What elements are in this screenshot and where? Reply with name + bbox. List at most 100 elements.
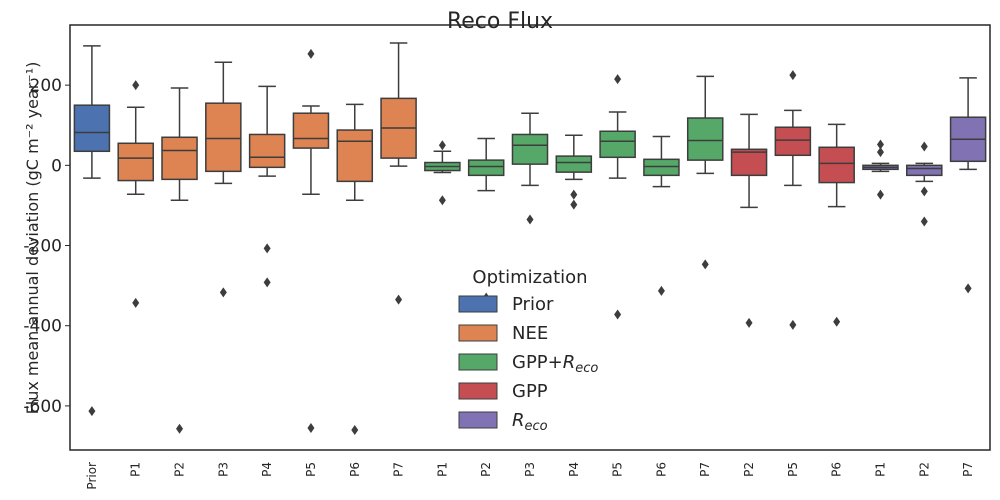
outlier-point xyxy=(964,283,972,294)
outlier-point xyxy=(920,141,928,152)
x-tick-label: P3 xyxy=(523,462,537,477)
box-p2 xyxy=(161,87,198,434)
legend-label: Reco xyxy=(512,410,548,434)
chart-title: Reco Flux xyxy=(447,9,553,34)
y-tick-label: 200 xyxy=(30,76,62,96)
box-iqr xyxy=(292,112,330,149)
box-iqr xyxy=(467,159,505,177)
box-p2 xyxy=(730,113,768,328)
legend-swatch xyxy=(458,324,498,342)
outlier-point xyxy=(920,216,928,227)
outlier-point xyxy=(132,80,140,91)
outlier-point xyxy=(438,195,446,206)
legend-label: GPP+Reco xyxy=(512,352,598,376)
outlier-point xyxy=(438,140,446,151)
box-iqr xyxy=(818,146,855,184)
box-p6 xyxy=(336,103,374,435)
outlier-point xyxy=(351,424,359,435)
x-tick-label: P4 xyxy=(567,462,581,477)
legend-label: Prior xyxy=(512,294,554,315)
y-axis-label: Flux mean annual deviation (gC m⁻² year⁻… xyxy=(23,62,42,415)
plot-frame xyxy=(69,24,991,451)
x-tick-label: P7 xyxy=(392,462,406,477)
box-p6 xyxy=(643,135,680,296)
outlier-point xyxy=(570,189,578,200)
outlier-point xyxy=(614,309,622,320)
x-tick-label: P3 xyxy=(216,462,230,477)
outlier-point xyxy=(657,285,665,296)
box-p1 xyxy=(424,140,461,206)
box-iqr xyxy=(555,155,593,173)
x-tick-label: Prior xyxy=(85,462,99,490)
outlier-point xyxy=(876,189,884,200)
legend-label: NEE xyxy=(512,323,548,344)
outlier-point xyxy=(876,139,884,150)
box-iqr xyxy=(906,164,943,177)
box-iqr xyxy=(599,130,636,159)
outlier-point xyxy=(88,406,96,417)
legend-swatch xyxy=(458,353,498,371)
legend-swatch xyxy=(458,382,498,400)
box-iqr xyxy=(73,104,111,153)
box-p2 xyxy=(906,141,943,227)
x-axis-ticks: Prior P1 P2 P3 P4 P5 P6 P7 P1 P2 P3 P4 P5 P6 P7 P2 P5 P6 P… xyxy=(85,462,975,490)
x-tick-label: P6 xyxy=(654,462,668,477)
outlier-point xyxy=(789,319,797,330)
box-p1 xyxy=(117,80,154,308)
x-tick-label: P1 xyxy=(873,462,887,477)
outlier-point xyxy=(920,186,928,197)
y-axis-ticks: -600 -400 -200 0 200 xyxy=(23,76,70,417)
x-tick-label: P7 xyxy=(698,462,712,477)
box-p3 xyxy=(205,61,242,298)
x-tick-label: P1 xyxy=(435,462,449,477)
x-tick-label: P2 xyxy=(742,462,756,477)
outlier-point xyxy=(395,294,403,305)
outlier-point xyxy=(745,317,753,328)
x-tick-label: P5 xyxy=(786,462,800,477)
outlier-point xyxy=(876,147,884,158)
y-tick-label: 0 xyxy=(51,156,62,176)
box-p6 xyxy=(818,123,855,327)
x-tick-label: P5 xyxy=(304,462,318,477)
outlier-point xyxy=(789,70,797,81)
box-p2 xyxy=(467,137,505,303)
x-tick-label: P7 xyxy=(961,462,975,477)
y-tick-label: -400 xyxy=(23,317,62,337)
outlier-point xyxy=(833,316,841,327)
outlier-point xyxy=(701,259,709,270)
outlier-point xyxy=(263,277,271,288)
box-p5 xyxy=(774,70,812,330)
box-iqr xyxy=(730,148,768,177)
box-p4 xyxy=(555,134,593,210)
outlier-point xyxy=(570,199,578,210)
box-p7 xyxy=(949,77,987,294)
x-tick-label: P6 xyxy=(348,462,362,477)
legend-label: GPP xyxy=(512,381,548,402)
box-p3 xyxy=(511,112,549,225)
box-p5 xyxy=(292,48,330,433)
x-tick-label: P5 xyxy=(611,462,625,477)
box-iqr xyxy=(774,126,812,157)
legend-swatch xyxy=(458,411,498,429)
x-tick-label: P2 xyxy=(917,462,931,477)
outlier-point xyxy=(526,214,534,225)
box-iqr xyxy=(643,158,680,177)
x-tick-label: P2 xyxy=(479,462,493,477)
outlier-point xyxy=(263,243,271,254)
outlier-point xyxy=(132,297,140,308)
y-tick-label: -200 xyxy=(23,237,62,257)
x-tick-label: P1 xyxy=(129,462,143,477)
outlier-point xyxy=(307,422,315,433)
box-p5 xyxy=(599,74,636,320)
legend-title: Optimization xyxy=(472,267,587,288)
box-iqr xyxy=(686,117,724,161)
outlier-point xyxy=(219,287,227,298)
box-iqr xyxy=(511,133,549,165)
box-series xyxy=(73,42,987,435)
outlier-point xyxy=(176,423,184,434)
legend: Optimization Prior NEE GPP+Reco GPP Reco xyxy=(458,267,598,434)
box-iqr xyxy=(205,102,242,173)
y-tick-label: -600 xyxy=(23,397,62,417)
box-iqr xyxy=(336,129,374,183)
